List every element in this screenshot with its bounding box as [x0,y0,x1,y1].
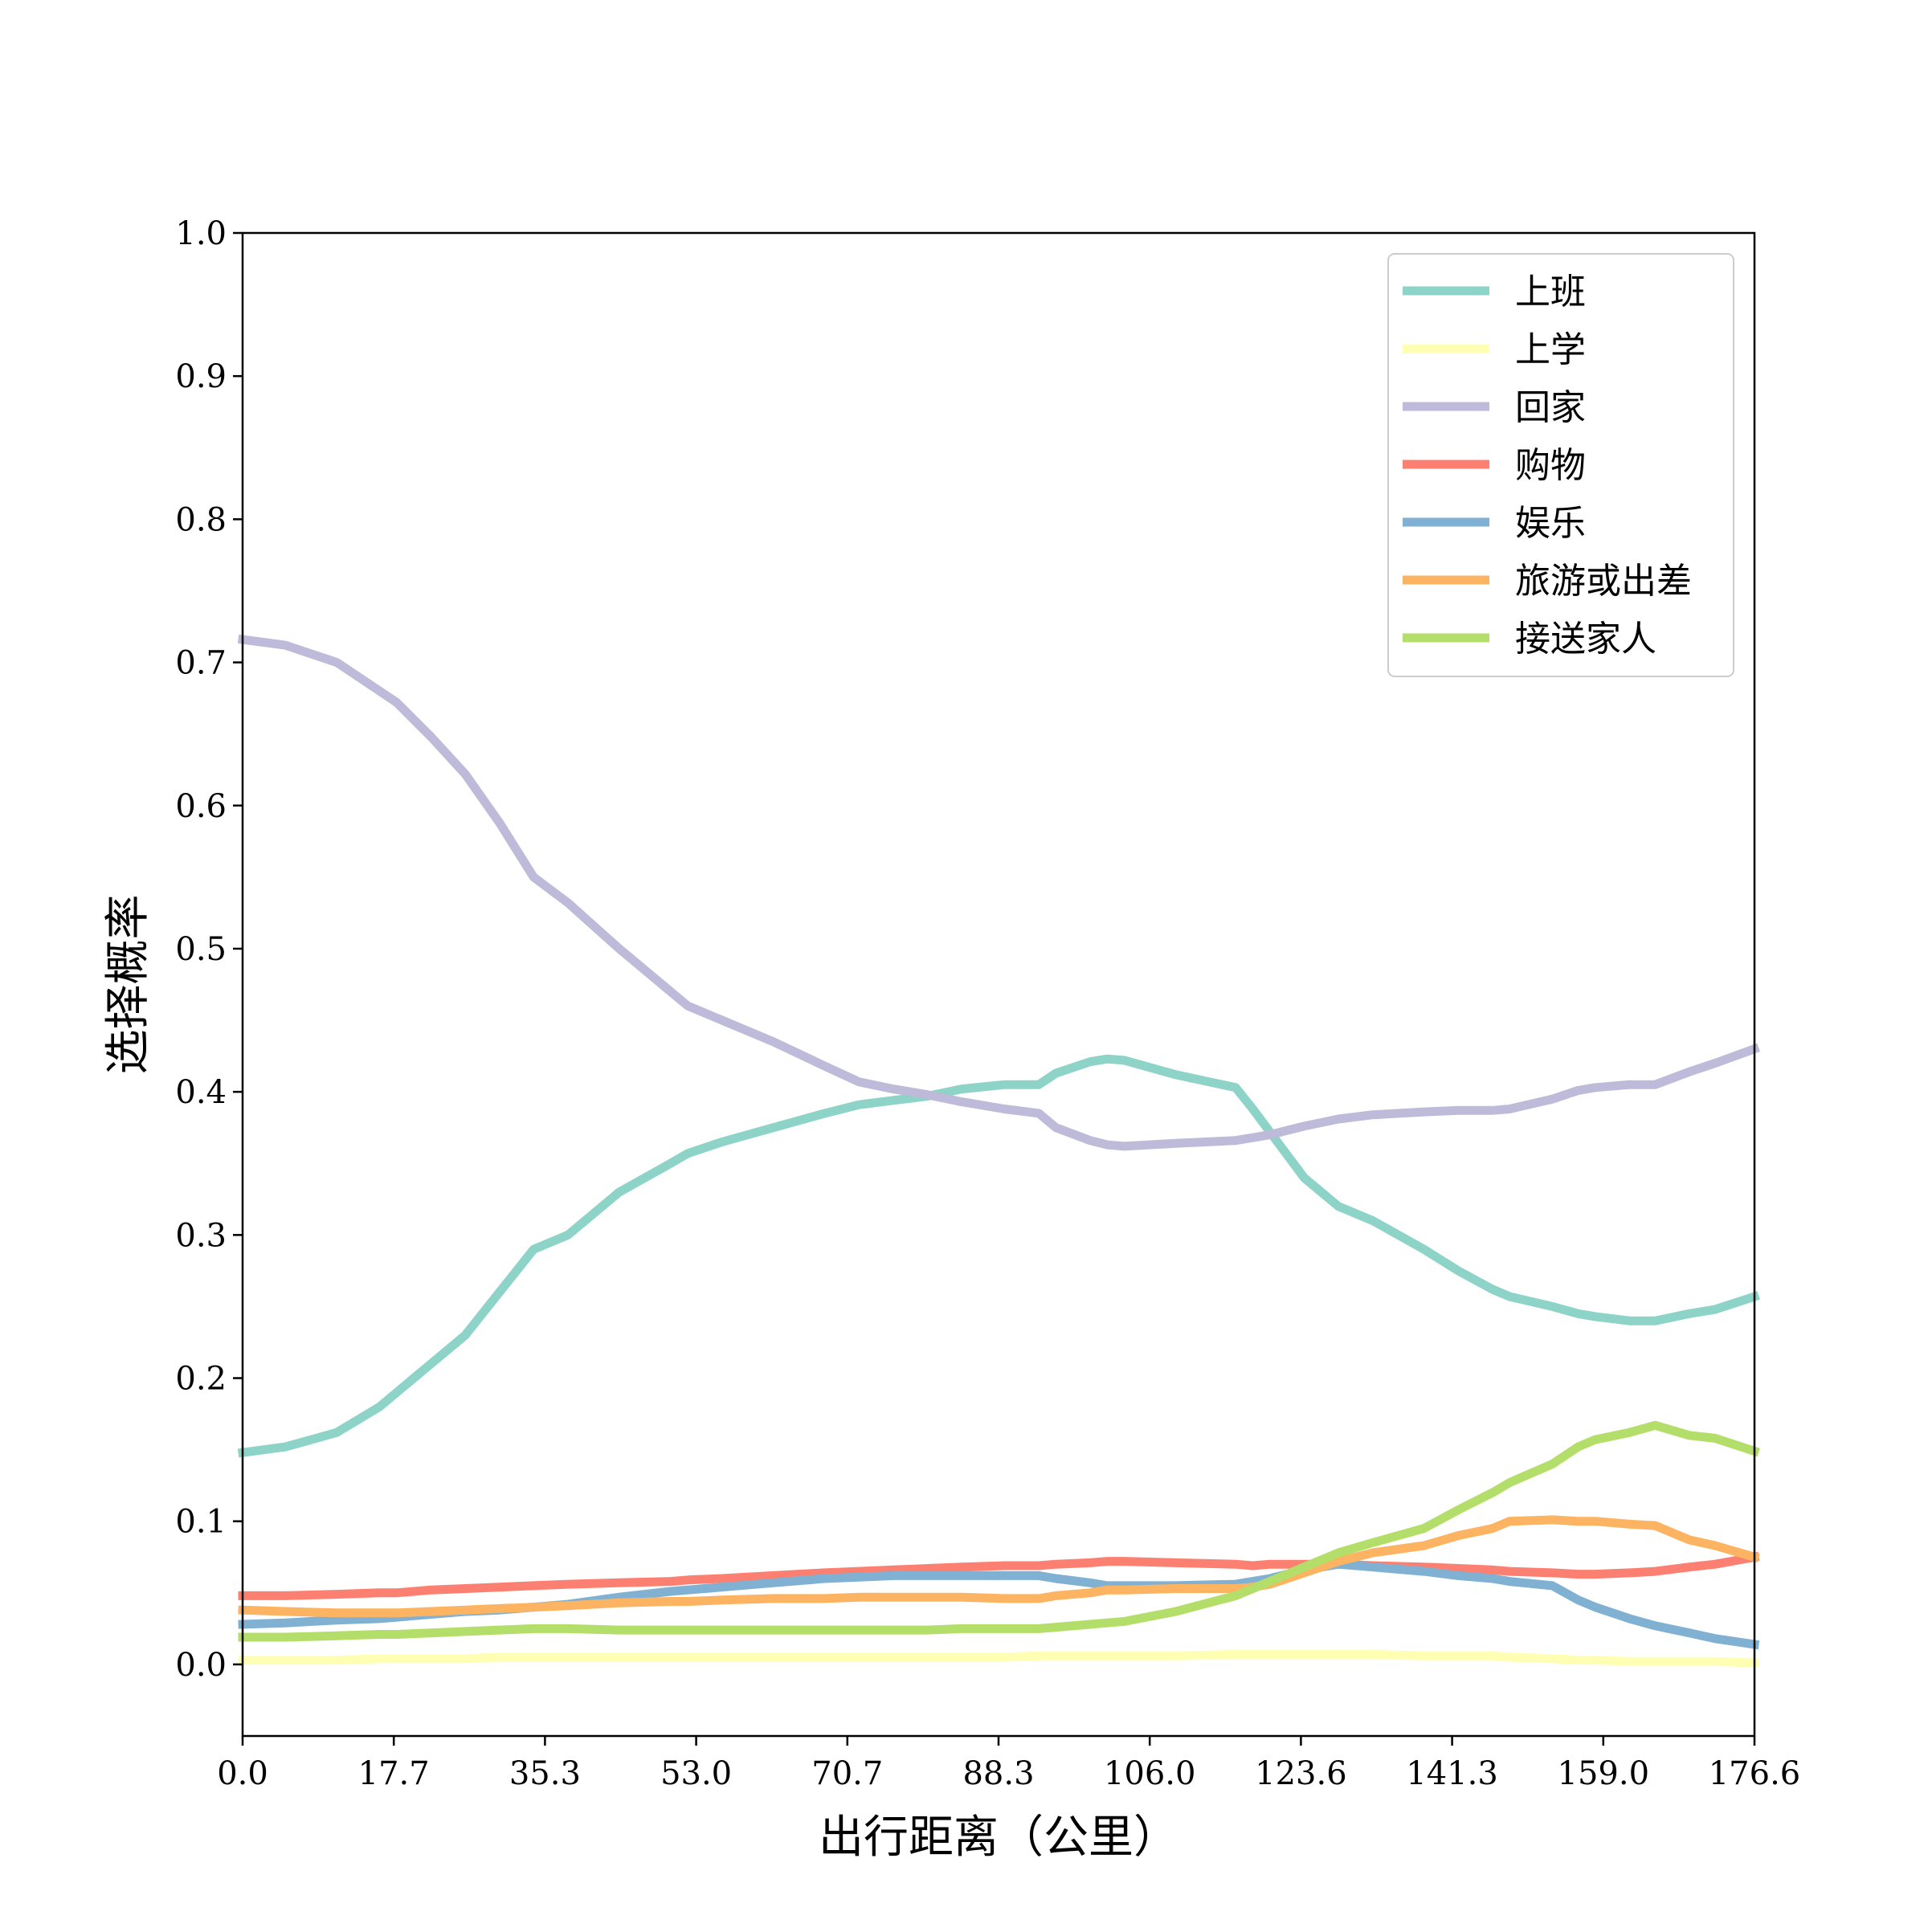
legend-label-3: 购物 [1515,445,1586,486]
series-line-6 [238,1420,1760,1642]
y-tick-label: 0.7 [175,645,227,682]
legend-label-4: 娱乐 [1515,503,1586,544]
x-axis-ticks: 0.0 17.7 35.3 53.0 70.7 88.3 106.0 123.6 141.3 15… [217,1736,1800,1792]
x-tick-label: 176.6 [1709,1755,1801,1792]
series-line-5 [238,1515,1760,1618]
series-line-0 [237,1054,1760,1458]
legend-box [1387,253,1734,677]
y-tick-label: 0.8 [175,501,227,538]
y-tick-label: 0.9 [175,358,227,395]
x-tick-label: 0.0 [217,1755,268,1792]
series-lines [237,634,1761,1668]
legend-label-1: 上学 [1515,329,1586,370]
y-tick-label: 0.4 [175,1074,227,1111]
x-tick-label: 123.6 [1255,1755,1347,1792]
x-tick-label: 53.0 [660,1755,732,1792]
legend-label-2: 回家 [1515,387,1586,428]
legend-label-0: 上班 [1515,272,1586,312]
y-axis-ticks: 0.0 0.1 0.2 0.3 0.4 0.5 0.6 0.7 0.8 0.9 1.0 [175,215,243,1684]
x-axis-title: 出行距离（公里） [819,1812,1178,1864]
y-tick-label: 0.2 [175,1361,227,1398]
y-tick-label: 0.0 [175,1647,227,1684]
legend-label-6: 接送家人 [1515,619,1656,660]
series-line-3 [238,1551,1760,1600]
x-tick-label: 17.7 [358,1755,430,1792]
y-tick-label: 0.1 [175,1504,227,1541]
y-tick-label: 0.3 [175,1217,227,1254]
y-tick-label: 1.0 [175,215,227,252]
x-tick-label: 35.3 [509,1755,581,1792]
legend-label-5: 旅游或出差 [1515,561,1692,602]
y-tick-label: 0.5 [175,931,227,968]
y-tick-label: 0.6 [175,788,227,825]
x-tick-label: 106.0 [1104,1755,1196,1792]
x-tick-label: 70.7 [811,1755,883,1792]
x-tick-label: 159.0 [1558,1755,1650,1792]
x-tick-label: 141.3 [1406,1755,1498,1792]
y-axis-title: 选择概率 [102,895,154,1075]
x-tick-label: 88.3 [962,1755,1034,1792]
series-line-1 [238,1649,1759,1668]
series-line-2 [237,634,1761,1151]
